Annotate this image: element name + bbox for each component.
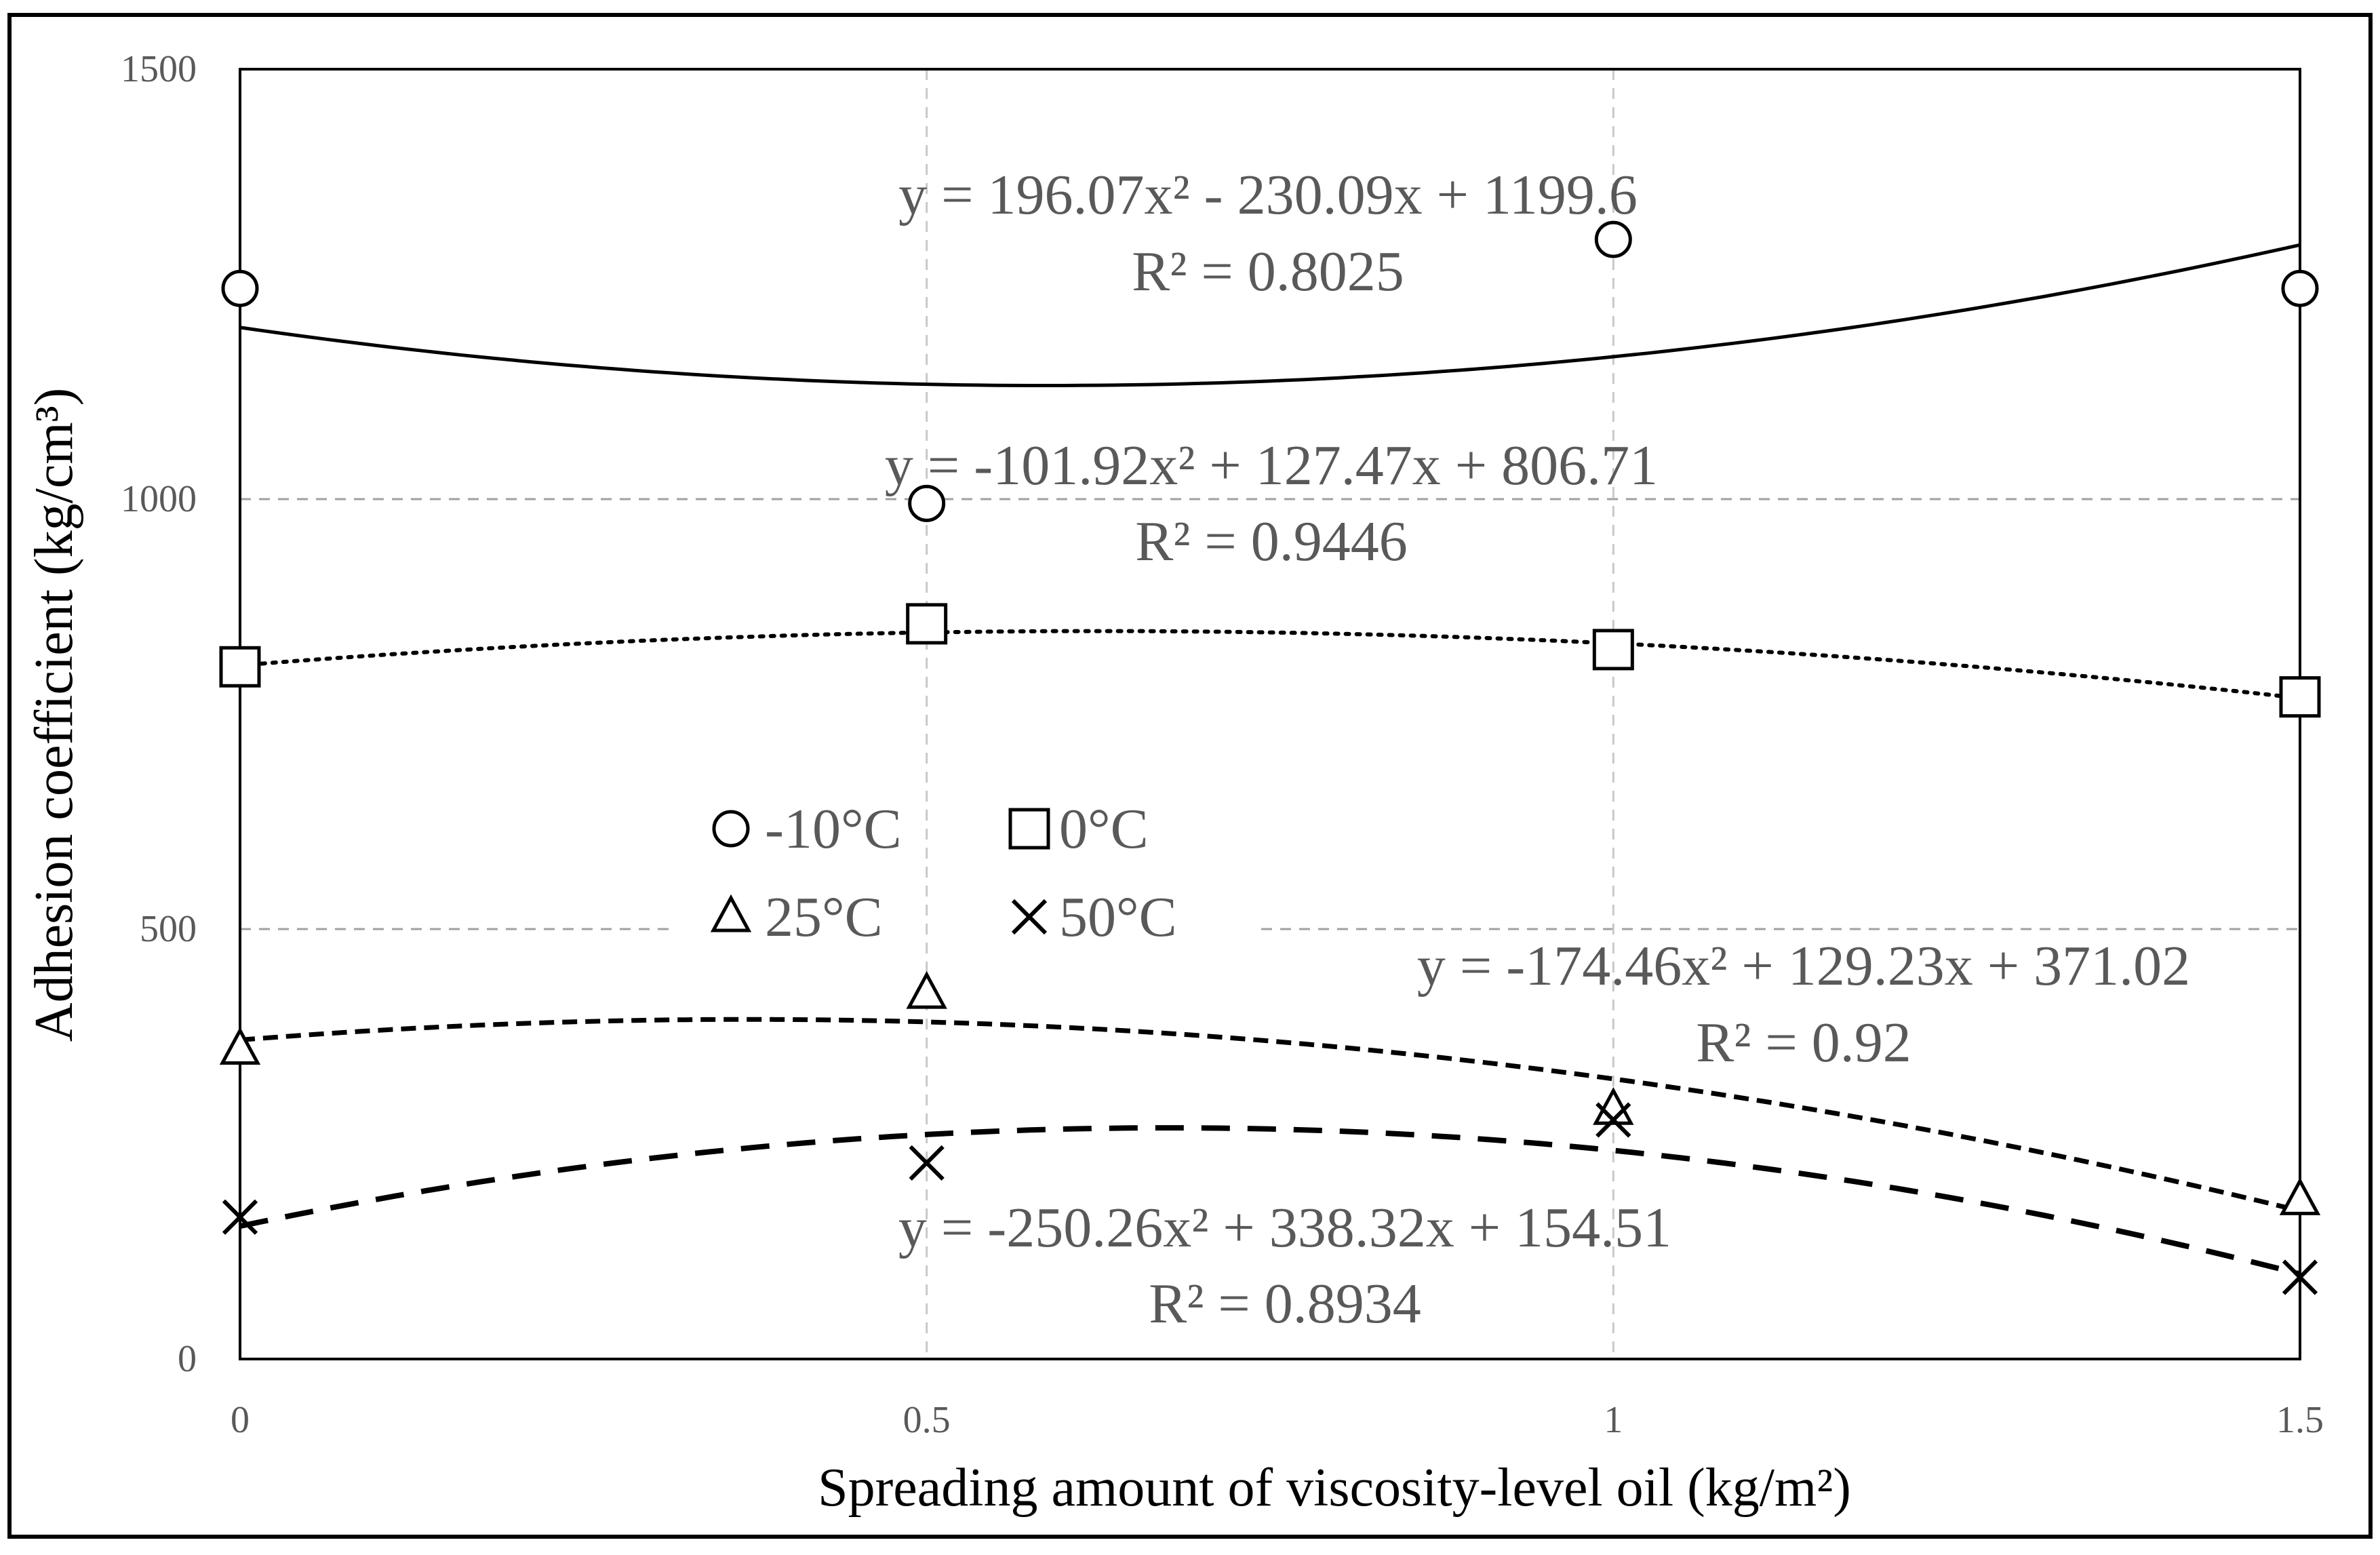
r-squared--10°C: R² = 0.8025 <box>1132 240 1404 303</box>
equation-50°C: y = -250.26x² + 338.32x + 154.51 <box>898 1196 1671 1259</box>
data-point-0°C <box>906 603 948 645</box>
trendline-0°C <box>238 629 2302 701</box>
y-tick-label: 1500 <box>121 48 197 90</box>
legend-marker--10°C <box>712 810 750 848</box>
legend-marker-0°C <box>1008 808 1050 850</box>
equation-25°C: y = -174.46x² + 129.23x + 371.02 <box>1417 934 2190 998</box>
grid-layer <box>240 69 2300 1359</box>
data-point--10°C <box>908 484 946 522</box>
x-tick-label: 1.5 <box>2276 1399 2324 1441</box>
data-point--10°C <box>1594 220 1632 258</box>
data-markers-layer <box>219 220 2321 1295</box>
legend-marker-25°C <box>710 894 752 932</box>
legend-label--10°C: -10°C <box>765 798 902 861</box>
trendline-50°C <box>239 1125 2301 1277</box>
x-tick-label: 1 <box>1604 1399 1623 1441</box>
y-axis-label: Adhesion coefficient (kg/cm³) <box>24 388 84 1042</box>
data-point-0°C <box>2279 676 2321 718</box>
r-squared-50°C: R² = 0.8934 <box>1149 1272 1421 1335</box>
legend-label-25°C: 25°C <box>765 886 883 949</box>
data-point--10°C <box>2281 269 2319 307</box>
data-point--10°C <box>221 269 259 307</box>
equation-annotations-layer: y = 196.07x² - 230.09x + 1199.6 R² = 0.80… <box>885 163 2190 1335</box>
x-axis-label: Spreading amount of viscosity-level oil … <box>818 1458 1851 1518</box>
data-point-0°C <box>219 646 261 688</box>
data-point-50°C <box>222 1199 258 1235</box>
data-point-50°C <box>1595 1102 1631 1138</box>
data-point-25°C <box>219 1027 261 1065</box>
fit-curves-layer <box>238 243 2302 1277</box>
data-point-50°C <box>2282 1259 2318 1295</box>
data-point-25°C <box>906 970 947 1009</box>
r-squared-0°C: R² = 0.9446 <box>1135 510 1408 573</box>
legend-marker-50°C <box>1011 899 1048 935</box>
y-tick-label: 1000 <box>121 478 197 520</box>
legend-label-0°C: 0°C <box>1059 798 1149 861</box>
outer-frame <box>7 13 2373 1539</box>
data-point-50°C <box>909 1145 945 1181</box>
equation--10°C: y = 196.07x² - 230.09x + 1199.6 <box>898 163 1638 227</box>
equation-0°C: y = -101.92x² + 127.47x + 806.71 <box>885 434 1658 497</box>
legend-label-50°C: 50°C <box>1059 886 1177 949</box>
x-tick-label: 0 <box>231 1399 250 1441</box>
x-tick-label: 0.5 <box>903 1399 951 1441</box>
y-tick-label: 500 <box>140 908 197 950</box>
data-point-25°C <box>2279 1177 2321 1215</box>
tick-labels-layer: 0 0.5 1 1.5 0 500 1000 1500 <box>121 48 2324 1441</box>
y-tick-label: 0 <box>178 1338 197 1380</box>
data-point-25°C <box>1593 1087 1634 1125</box>
r-squared-25°C: R² = 0.92 <box>1696 1011 1911 1074</box>
data-point-0°C <box>1592 629 1634 671</box>
trendline--10°C <box>239 243 2301 387</box>
legend: -10°C 0°C 25°C 50°C <box>710 798 1177 949</box>
